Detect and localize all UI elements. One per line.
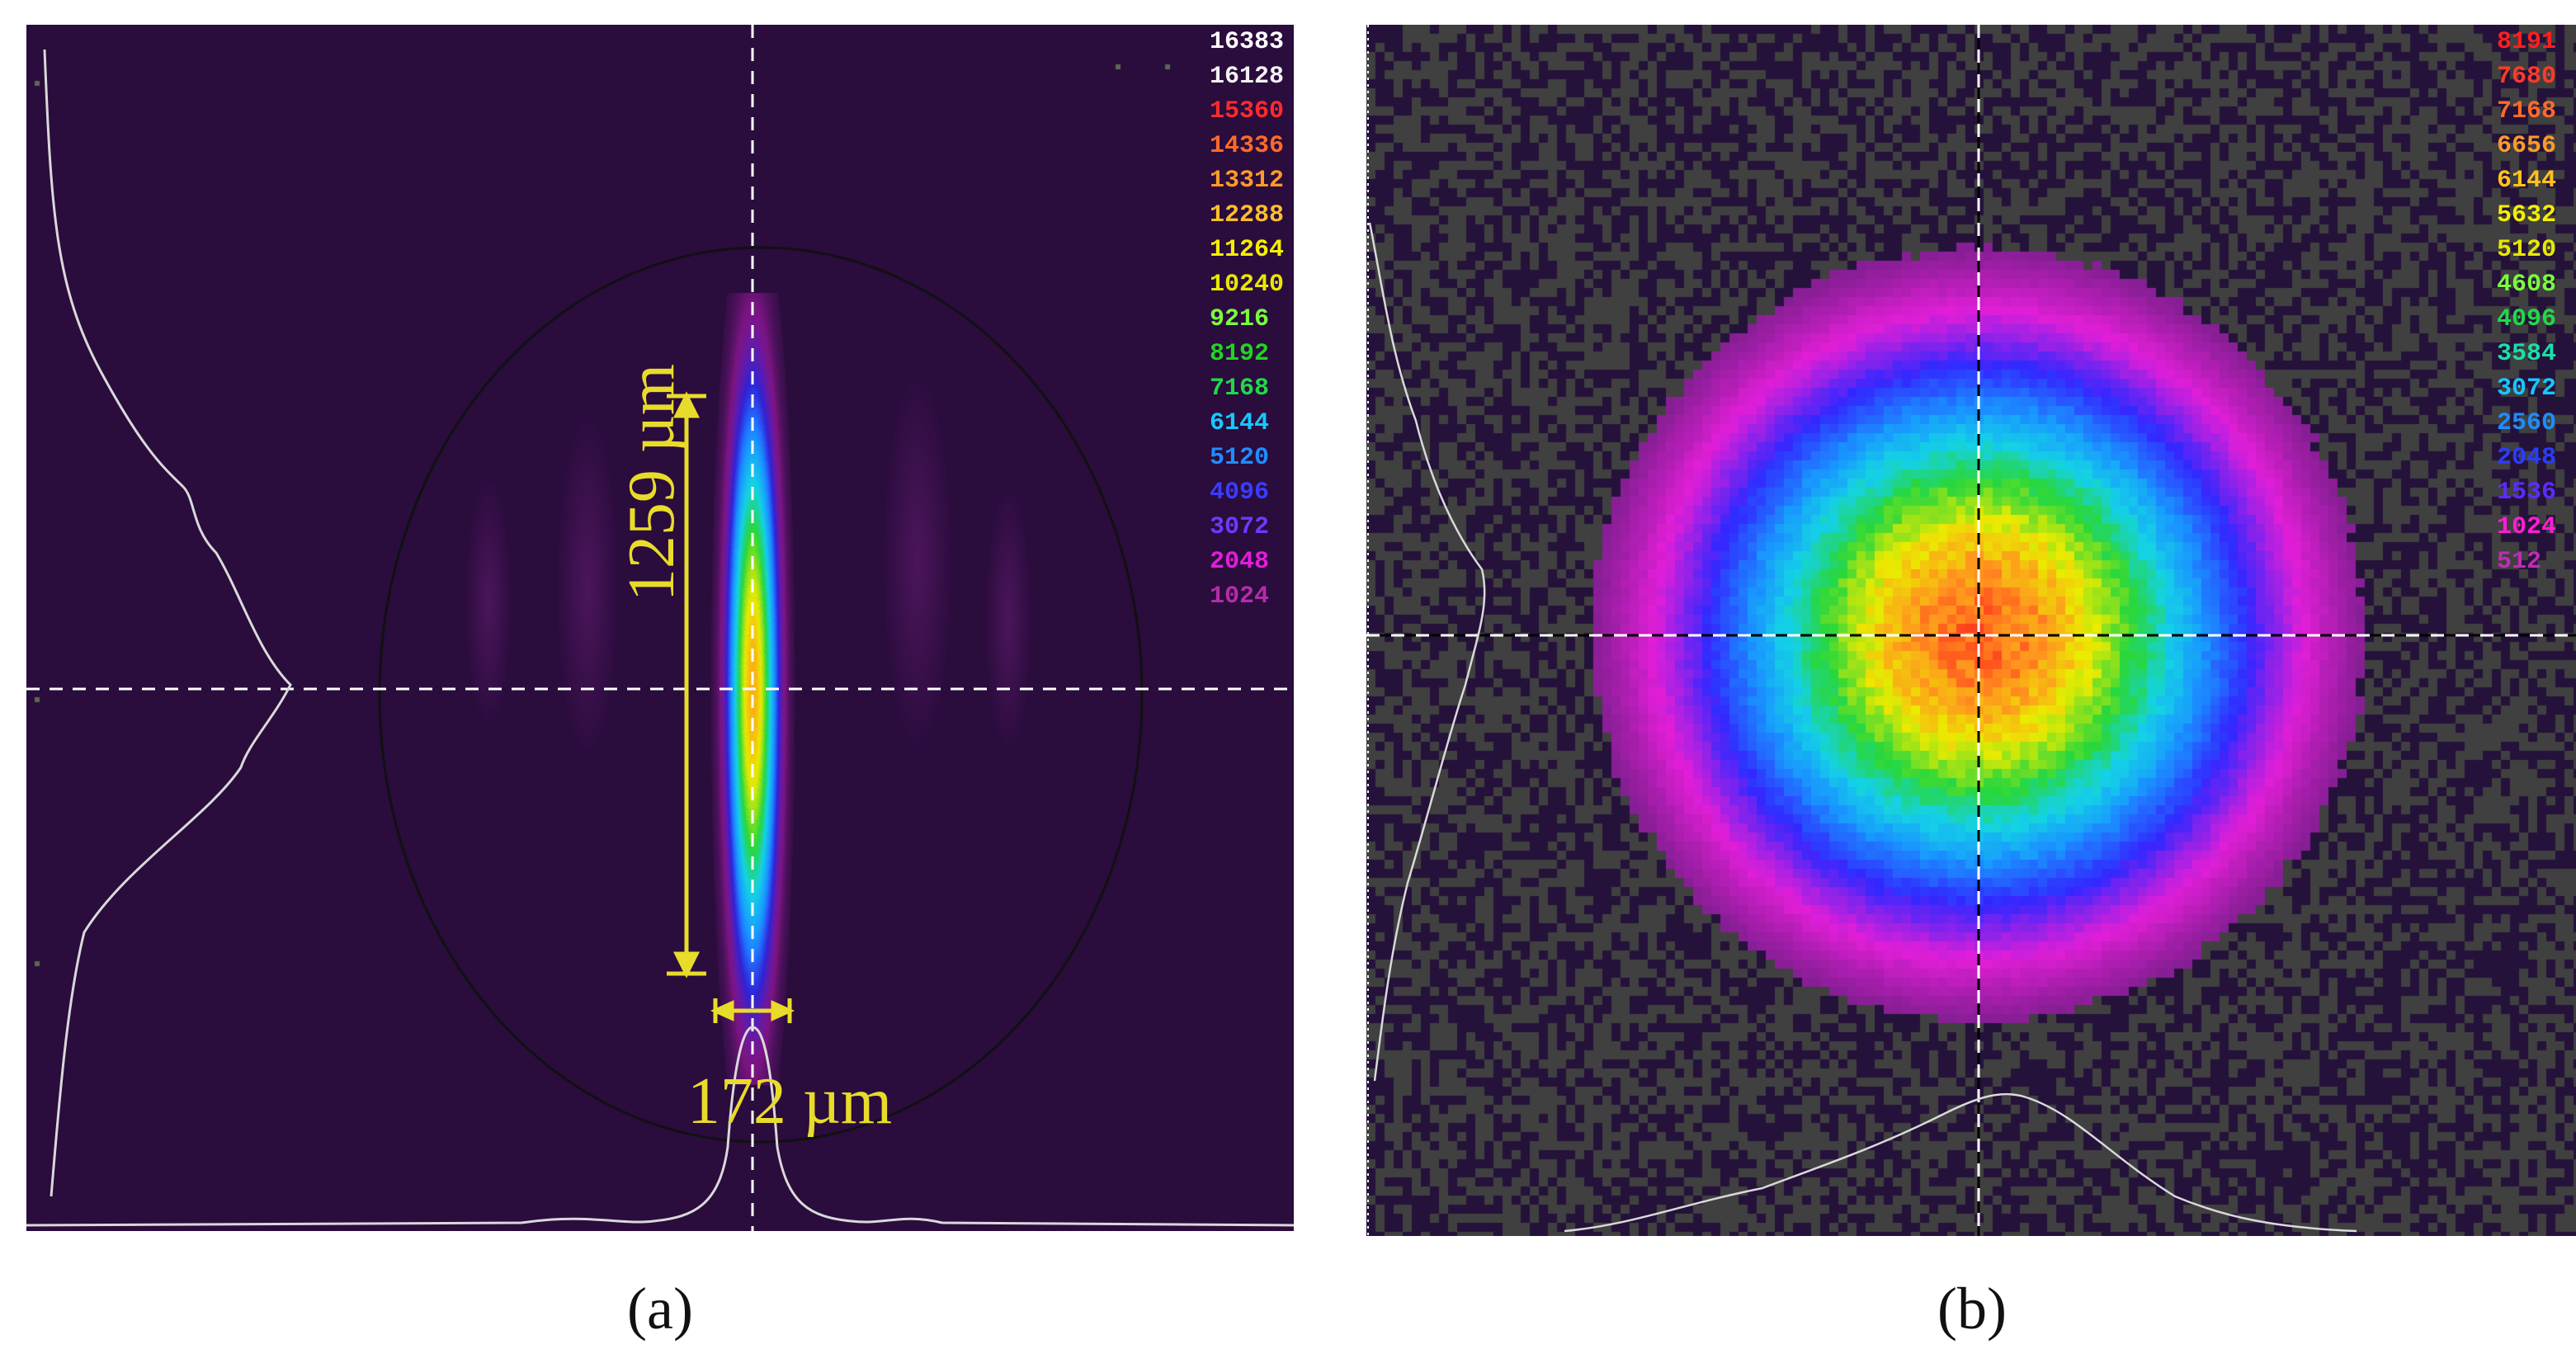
colorbar-label: 7168: [2497, 97, 2557, 125]
overlay-b: [1366, 25, 2576, 1236]
dimension-line-vertical: [667, 391, 706, 979]
colorbar-label: 2048: [1210, 548, 1270, 576]
colorbar-label: 14336: [1210, 132, 1285, 160]
colorbar-label: 15360: [1210, 97, 1285, 125]
colorbar-label: 16128: [1210, 63, 1285, 91]
colorbar-label: 16383: [1210, 28, 1285, 56]
panel-a-caption: (a): [627, 1276, 693, 1342]
colorbar-label: 8191: [2497, 28, 2557, 56]
colorbar-label: 11264: [1210, 236, 1285, 264]
beam-heatmap-b: [1366, 25, 2576, 1236]
colorbar-label: 8192: [1210, 340, 1270, 368]
aperture-circle: [378, 246, 1144, 1144]
colorbar-legend-b: 8191 7680 7168 6656 6144 5632 5120 4608 4096 3584…: [2497, 25, 2576, 579]
beam-heatmap-a: [26, 25, 1294, 1231]
colorbar-label: 12288: [1210, 201, 1285, 229]
colorbar-label: 9216: [1210, 305, 1270, 333]
colorbar-label: 7168: [1210, 375, 1270, 403]
colorbar-label: 2048: [2497, 444, 2557, 472]
colorbar-label: 13312: [1210, 167, 1285, 195]
vertical-intensity-profile: [43, 49, 292, 1197]
horizontal-intensity-profile: [26, 1026, 1294, 1227]
beam-profile-panel-a: 16383 16128 15360 14336 13312 12288 11264 10240…: [26, 25, 1294, 1231]
colorbar-label: 1024: [2497, 513, 2557, 541]
overlay-a: [26, 25, 1294, 1231]
colorbar-label: 1024: [1210, 583, 1270, 611]
colorbar-label: 3072: [2497, 375, 2557, 403]
colorbar-label: 3072: [1210, 513, 1270, 541]
colorbar-label: 512: [2497, 548, 2542, 576]
measurement-vertical-label: 1259 µm: [616, 363, 688, 602]
colorbar-legend-a: 16383 16128 15360 14336 13312 12288 11264 10240…: [1210, 25, 1294, 614]
colorbar-label: 10240: [1210, 271, 1285, 299]
colorbar-label: 1536: [2497, 479, 2557, 507]
colorbar-label: 4096: [1210, 479, 1270, 507]
colorbar-label: 3584: [2497, 340, 2557, 368]
colorbar-label: 6656: [2497, 132, 2557, 160]
colorbar-label: 7680: [2497, 63, 2557, 91]
vertical-intensity-profile: [1368, 222, 1486, 1082]
colorbar-label: 5120: [1210, 444, 1270, 472]
dimension-line-horizontal: [710, 998, 795, 1023]
beam-profile-panel-b: 8191 7680 7168 6656 6144 5632 5120 4608 4096 3584…: [1366, 25, 2576, 1236]
measurement-horizontal-label: 172 µm: [686, 1065, 893, 1138]
horizontal-intensity-profile: [1564, 1092, 2357, 1233]
colorbar-label: 4096: [2497, 305, 2557, 333]
panel-b-caption: (b): [1937, 1276, 2007, 1342]
colorbar-label: 2560: [2497, 409, 2557, 437]
colorbar-label: 6144: [1210, 409, 1270, 437]
colorbar-label: 4608: [2497, 271, 2557, 299]
colorbar-label: 5120: [2497, 236, 2557, 264]
colorbar-label: 6144: [2497, 167, 2557, 195]
colorbar-label: 5632: [2497, 201, 2557, 229]
